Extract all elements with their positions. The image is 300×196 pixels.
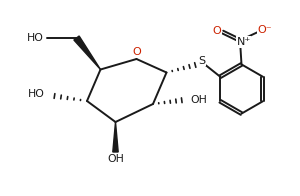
Text: HO: HO xyxy=(27,33,44,43)
Text: OH: OH xyxy=(190,95,207,105)
Text: O: O xyxy=(133,47,142,57)
Polygon shape xyxy=(113,122,118,152)
Text: HO: HO xyxy=(28,89,45,99)
Text: O: O xyxy=(213,26,222,36)
Text: N⁺: N⁺ xyxy=(236,37,251,47)
Text: O⁻: O⁻ xyxy=(257,25,272,35)
Text: S: S xyxy=(199,55,206,65)
Text: OH: OH xyxy=(107,154,124,164)
Polygon shape xyxy=(74,36,100,70)
